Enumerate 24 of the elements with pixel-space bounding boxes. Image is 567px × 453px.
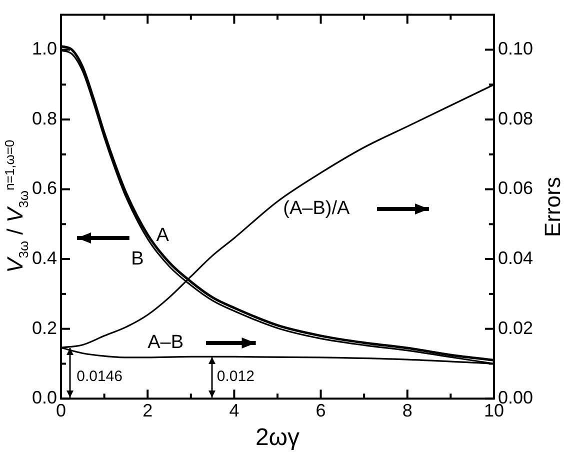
x-tick-label: 4	[229, 400, 240, 420]
x-tick-label: 8	[402, 400, 412, 420]
y2-tick-label: 0.10	[498, 38, 534, 59]
x-tick-label: 2	[142, 400, 153, 420]
y-tick-label: 0.8	[32, 108, 58, 128]
annotation: A	[156, 224, 170, 246]
annotation: (A–B)/A	[283, 198, 350, 220]
y2-axis-title: Errors	[540, 176, 566, 237]
y-tick-label: 0.6	[32, 178, 58, 198]
y2-tick-label: 0.06	[498, 178, 534, 198]
y-tick-label: 0.0	[32, 388, 58, 408]
annotation: A–B	[148, 332, 184, 354]
y-tick-label: 0.2	[32, 318, 58, 338]
y-tick-label: 0.4	[32, 248, 58, 268]
x-axis-title: 2ωγ	[255, 424, 300, 452]
x-tick-label: 6	[316, 400, 326, 420]
annotation: 0.012	[216, 368, 254, 385]
y2-tick-label: 0.02	[498, 318, 534, 338]
annotation: 0.0146	[76, 368, 122, 385]
y2-tick-label: 0.04	[498, 248, 534, 268]
x-tick-label: 0	[56, 400, 66, 420]
y-tick-label: 1.0	[32, 38, 58, 59]
y2-tick-label: 0.08	[498, 108, 534, 128]
annotation: B	[131, 248, 144, 270]
